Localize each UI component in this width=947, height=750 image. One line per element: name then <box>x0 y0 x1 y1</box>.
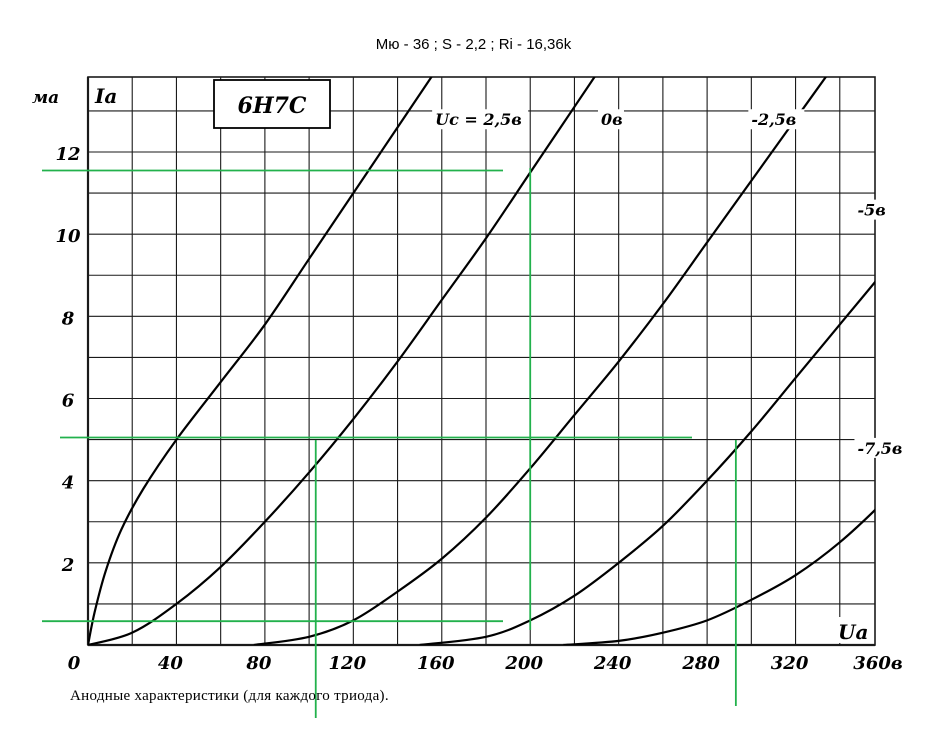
y-unit-label: ма <box>32 88 59 108</box>
grid-layer <box>86 76 876 647</box>
series-label-bg <box>432 109 529 130</box>
tube-type-box <box>213 79 331 129</box>
series-label-1: 0в <box>601 110 623 129</box>
y-tick-label: 12 <box>55 144 80 165</box>
series-label-bg <box>854 437 911 458</box>
series-label-0: Uc = 2,5в <box>435 110 522 129</box>
series-label-3: -5в <box>857 201 885 220</box>
y-symbol-bg <box>91 80 127 110</box>
series-curve-4 <box>563 508 875 645</box>
x-axis-label: Ua <box>838 620 868 644</box>
y-tick-label: 2 <box>61 555 75 576</box>
chart-header-title: Мю - 36 ; S - 2,2 ; Ri - 16,36k <box>375 36 572 53</box>
x-tick-label: 0 <box>68 653 81 674</box>
x-tick-label: 80 <box>245 653 272 674</box>
curve-layer <box>88 77 875 645</box>
x-symbol-bg <box>833 617 873 643</box>
x-tick-label: 240 <box>593 653 632 674</box>
tube-type-title: 6Н7С <box>238 93 307 119</box>
x-tick-label: 160 <box>417 653 455 674</box>
x-tick-label: 360в <box>853 653 902 674</box>
x-tick-label: 120 <box>329 653 367 674</box>
x-tick-label: 320 <box>771 653 809 674</box>
y-axis-label: Ia <box>94 84 117 108</box>
chart-caption: Анодные характеристики (для каждого трио… <box>70 688 389 704</box>
y-tick-label: 6 <box>62 391 75 412</box>
x-tick-label: 200 <box>504 653 543 674</box>
y-tick-label: 4 <box>62 473 75 494</box>
series-label-bg <box>748 109 805 130</box>
series-label-2: -2,5в <box>751 110 796 129</box>
y-tick-label: 10 <box>55 226 81 247</box>
series-label-bg <box>597 109 624 130</box>
series-curve-0 <box>88 77 433 645</box>
series-curve-2 <box>253 77 828 645</box>
x-tick-label: 280 <box>681 653 720 674</box>
x-tick-label: 40 <box>158 653 184 674</box>
plot-frame <box>87 76 876 646</box>
series-label-bg <box>854 199 891 220</box>
marker-layer <box>42 168 737 718</box>
label-layer: Uc = 2,5в 0в -2,5в -5в -7,5в 6Н7С 2 4 6 8 10 12 ма Ia… <box>32 79 911 674</box>
series-label-4: -7,5в <box>857 439 902 458</box>
y-tick-label: 8 <box>61 308 75 329</box>
series-curve-3 <box>419 280 875 645</box>
